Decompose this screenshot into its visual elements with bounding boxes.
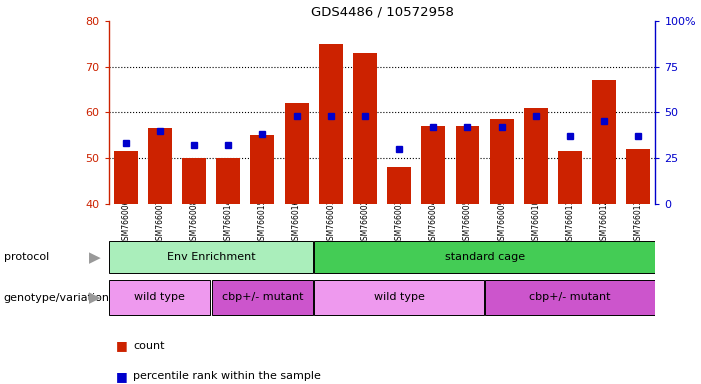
Text: standard cage: standard cage <box>444 252 524 262</box>
Bar <box>285 103 308 204</box>
Text: GSM766015: GSM766015 <box>258 199 267 245</box>
Text: GSM766004: GSM766004 <box>429 199 438 245</box>
Text: count: count <box>133 341 165 351</box>
Bar <box>217 158 240 204</box>
FancyBboxPatch shape <box>485 280 655 315</box>
Bar <box>627 149 651 204</box>
Text: Env Enrichment: Env Enrichment <box>167 252 255 262</box>
FancyBboxPatch shape <box>109 280 210 315</box>
Bar <box>421 126 445 204</box>
Text: GSM766014: GSM766014 <box>224 199 233 245</box>
Text: GSM766008: GSM766008 <box>189 199 198 245</box>
Bar <box>353 53 377 204</box>
Text: ▶: ▶ <box>89 250 100 265</box>
Text: cbp+/- mutant: cbp+/- mutant <box>222 292 304 302</box>
Text: protocol: protocol <box>4 252 49 262</box>
Bar <box>490 119 514 204</box>
Text: ■: ■ <box>116 370 128 383</box>
Bar <box>592 80 616 204</box>
FancyBboxPatch shape <box>314 280 484 315</box>
Bar <box>524 108 547 204</box>
Text: GSM766013: GSM766013 <box>634 199 643 245</box>
Text: wild type: wild type <box>135 292 185 302</box>
Text: ■: ■ <box>116 339 128 352</box>
Bar <box>148 128 172 204</box>
Title: GDS4486 / 10572958: GDS4486 / 10572958 <box>311 5 454 18</box>
Bar <box>250 135 274 204</box>
Text: GSM766007: GSM766007 <box>156 199 165 245</box>
Text: GSM766012: GSM766012 <box>599 199 608 245</box>
Bar <box>558 151 582 204</box>
Text: GSM766003: GSM766003 <box>395 199 404 245</box>
Text: GSM766002: GSM766002 <box>360 199 369 245</box>
Bar <box>182 158 206 204</box>
Text: ▶: ▶ <box>89 290 100 305</box>
Text: GSM766011: GSM766011 <box>566 199 575 245</box>
Text: GSM766001: GSM766001 <box>326 199 335 245</box>
Text: percentile rank within the sample: percentile rank within the sample <box>133 371 321 381</box>
Bar <box>387 167 411 204</box>
Text: GSM766009: GSM766009 <box>497 199 506 245</box>
FancyBboxPatch shape <box>314 242 655 273</box>
Text: GSM766005: GSM766005 <box>463 199 472 245</box>
Text: GSM766010: GSM766010 <box>531 199 540 245</box>
Text: GSM766006: GSM766006 <box>121 199 130 245</box>
Text: cbp+/- mutant: cbp+/- mutant <box>529 292 611 302</box>
Bar <box>319 44 343 204</box>
FancyBboxPatch shape <box>109 242 313 273</box>
Text: GSM766016: GSM766016 <box>292 199 301 245</box>
FancyBboxPatch shape <box>212 280 313 315</box>
Text: genotype/variation: genotype/variation <box>4 293 109 303</box>
Text: wild type: wild type <box>374 292 425 302</box>
Bar <box>456 126 479 204</box>
Bar <box>114 151 137 204</box>
